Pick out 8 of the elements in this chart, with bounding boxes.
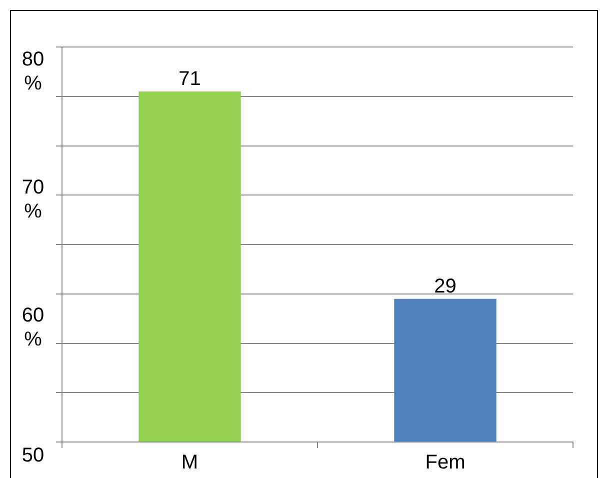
text: 60 % xyxy=(22,304,44,351)
text: 80 % xyxy=(22,48,44,95)
text: 50 xyxy=(22,444,44,467)
data-label: 29 xyxy=(434,275,456,298)
x-tick-label: M xyxy=(181,452,198,474)
text: 70 % xyxy=(22,176,44,223)
data-label: 71 xyxy=(178,68,201,90)
x-tick-label: Fem xyxy=(425,452,466,474)
